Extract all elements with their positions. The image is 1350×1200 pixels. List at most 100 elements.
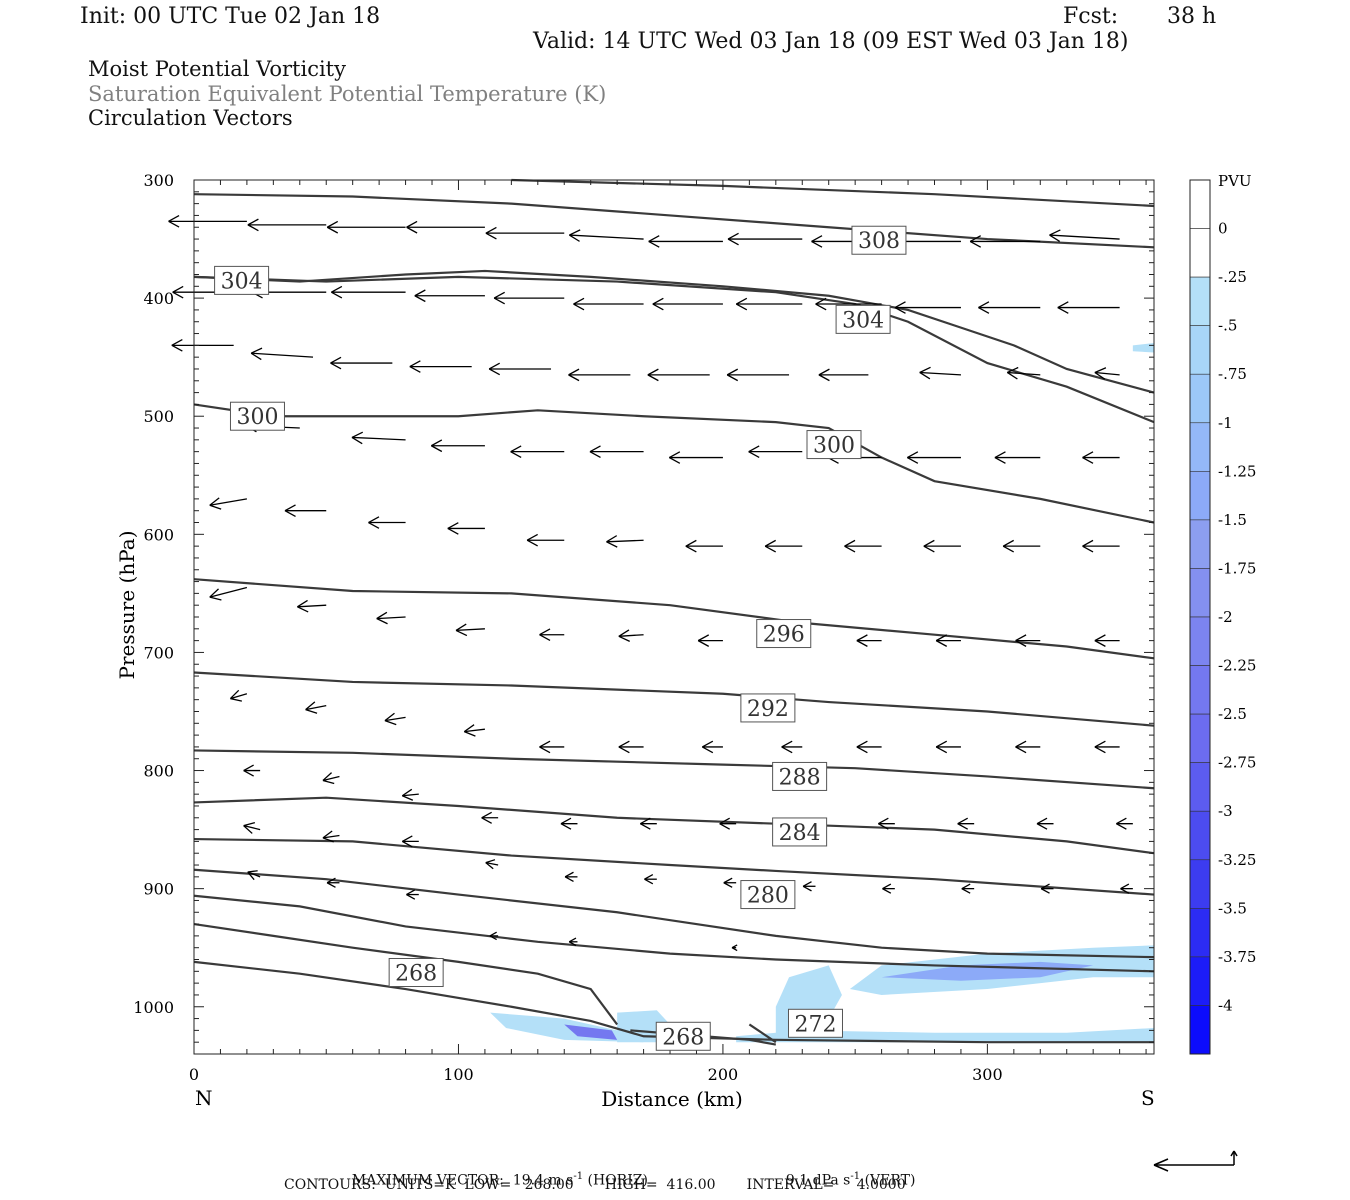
vector-arrow [618, 740, 644, 754]
vector-arrow [322, 772, 340, 785]
vector-arrow [818, 368, 869, 382]
vector-arrow [455, 623, 485, 637]
vector-arrow [844, 539, 882, 553]
svg-text:268: 268 [395, 962, 437, 987]
vector-arrow [351, 431, 406, 445]
contour-line [511, 178, 1155, 208]
footer-max-vector: MAXIMUM VECTOR: 19.4 m s-1 (HORIZ) [343, 1158, 648, 1188]
y-tick-label: 800 [143, 762, 174, 781]
colorbar-tick-label: 0 [1218, 220, 1228, 238]
colorbar-box [1189, 713, 1211, 763]
x-end-north: N [195, 1086, 213, 1110]
vector-arrow [731, 944, 738, 952]
contour-line [193, 671, 1155, 727]
svg-text:268: 268 [662, 1025, 704, 1050]
contour-label: 308 [851, 225, 907, 255]
field-title-mpv: Moist Potential Vorticity [88, 57, 346, 81]
contour-label: 272 [787, 1008, 843, 1038]
contour-label: 268 [655, 1021, 711, 1051]
vector-arrow [493, 291, 565, 305]
colorbar-box [1189, 422, 1211, 472]
colorbar-tick-label: -2 [1218, 608, 1233, 626]
contour-label: 304 [835, 304, 891, 334]
contour-label: 280 [740, 880, 796, 910]
vector-arrow [856, 634, 882, 647]
footer-contours: CONTOURS: UNITS=K LOW= 268.00 HIGH= 416.… [284, 1177, 906, 1193]
svg-text:300: 300 [236, 405, 278, 430]
svg-text:292: 292 [747, 697, 789, 722]
vector-arrow [485, 859, 499, 870]
vector-arrow [957, 817, 975, 830]
vector-arrow [644, 874, 657, 885]
vector-arrow [481, 811, 499, 824]
reference-vector [1153, 1150, 1238, 1172]
colorbar-tick-label: -1 [1218, 414, 1233, 432]
contour-label: 292 [740, 693, 796, 723]
vector-arrow [669, 451, 723, 464]
x-tick-label: 300 [972, 1065, 1003, 1084]
vector-arrow [1094, 634, 1120, 647]
vector-arrow [719, 817, 737, 830]
x-axis-title: Distance (km) [601, 1087, 743, 1111]
contour-label: 300 [806, 430, 862, 460]
svg-text:300: 300 [813, 434, 855, 459]
svg-text:308: 308 [858, 229, 900, 254]
vector-arrow [1094, 740, 1120, 754]
vector-arrow [647, 368, 710, 382]
vector-arrow [560, 817, 578, 830]
colorbar-box [1189, 956, 1211, 1006]
vector-arrow [815, 297, 882, 311]
vector-arrow [297, 599, 327, 613]
vector-arrow [243, 821, 261, 834]
vert-vector-label: (VERT) [864, 1172, 916, 1189]
colorbar-box [1189, 810, 1211, 861]
vector-arrow [618, 629, 644, 642]
vector-arrow [1015, 740, 1041, 754]
ref-vector-vert-head [1233, 1150, 1238, 1157]
contour-line [193, 275, 1155, 424]
colorbar-box [1189, 616, 1211, 666]
colorbar-tick-label: -.75 [1218, 365, 1247, 383]
max-vector-horiz: (HORIZ) [587, 1172, 648, 1189]
contour-line [193, 269, 1155, 394]
colorbar-tick-label: -2.75 [1218, 754, 1256, 772]
vector-arrow [589, 445, 644, 458]
vector-arrow [935, 634, 961, 647]
field-title-theta-es: Saturation Equivalent Potential Temperat… [88, 82, 607, 106]
vector-arrow [243, 764, 261, 777]
contour-label: 284 [772, 817, 828, 847]
vector-arrow [409, 360, 472, 373]
colorbar-tick-label: -2.25 [1218, 657, 1256, 675]
circulation-vectors [168, 215, 1133, 952]
x-tick-label: 200 [708, 1065, 739, 1084]
plot-frame [193, 179, 1155, 1055]
x-tick-label: 0 [189, 1065, 199, 1084]
vector-arrow [284, 504, 327, 518]
vector-arrow [414, 289, 485, 303]
max-vector-exp: -1 [573, 1171, 584, 1182]
footer-vert-vector: 9.1 dPa s-1 (VERT) [777, 1158, 916, 1189]
vector-arrow [488, 362, 552, 376]
vector-arrow [1082, 451, 1120, 464]
vector-arrow [384, 712, 406, 726]
colorbar-box [1189, 179, 1211, 229]
contour-label: 296 [756, 619, 812, 649]
vector-arrow [564, 871, 578, 882]
vector-arrow [894, 301, 961, 314]
mpv-region [881, 961, 1094, 981]
contour-line [193, 749, 1155, 790]
vector-arrow [923, 539, 961, 553]
contour-label: 300 [229, 401, 285, 431]
svg-text:288: 288 [779, 765, 821, 790]
colorbar-tick-label: -3.75 [1218, 948, 1256, 966]
vector-arrow [727, 232, 803, 246]
axis-ticks [193, 179, 1154, 1055]
mpv-region [564, 1024, 618, 1040]
vector-arrow [764, 539, 803, 553]
vector-arrow [463, 724, 485, 737]
vector-arrow [701, 740, 723, 754]
vector-arrow [878, 817, 895, 830]
vector-arrow [573, 297, 644, 311]
contour-line [193, 960, 1154, 1044]
vector-arrow [526, 533, 565, 547]
